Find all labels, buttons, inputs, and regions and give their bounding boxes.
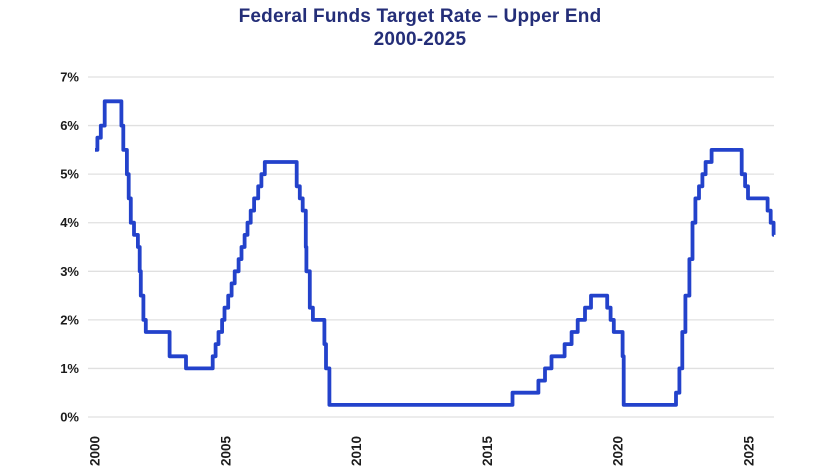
y-axis-label-5%: 5% (60, 167, 79, 182)
chart-subtitle: 2000-2025 (373, 29, 467, 50)
x-tick-2010: 2010 (349, 436, 364, 466)
x-axis-label-2005: 2005 (218, 435, 233, 466)
y-axis-label-4%: 4% (60, 215, 79, 230)
y-axis-label-6%: 6% (60, 118, 79, 133)
x-axis-label-2000: 2000 (88, 436, 103, 466)
chart-title: Federal Funds Target Rate – Upper End (238, 6, 602, 27)
y-axis-label-0%: 0% (60, 410, 79, 425)
x-axis-label-2025: 2025 (742, 435, 757, 466)
x-tick-2005: 2005 (218, 435, 233, 466)
x-axis-label-2020: 2020 (611, 436, 626, 466)
y-axis-label-7%: 7% (60, 70, 79, 85)
x-tick-2025: 2025 (742, 435, 757, 466)
y-axis-label-3%: 3% (60, 264, 79, 279)
x-axis-label-2010: 2010 (349, 436, 364, 466)
y-axis-label-2%: 2% (60, 312, 79, 327)
x-tick-2020: 2020 (611, 436, 626, 466)
y-axis-label-1%: 1% (60, 361, 79, 376)
rate-step-line (95, 99, 776, 407)
x-tick-2015: 2015 (480, 435, 495, 466)
x-tick-2000: 2000 (88, 436, 103, 466)
x-axis-label-2015: 2015 (480, 435, 495, 466)
